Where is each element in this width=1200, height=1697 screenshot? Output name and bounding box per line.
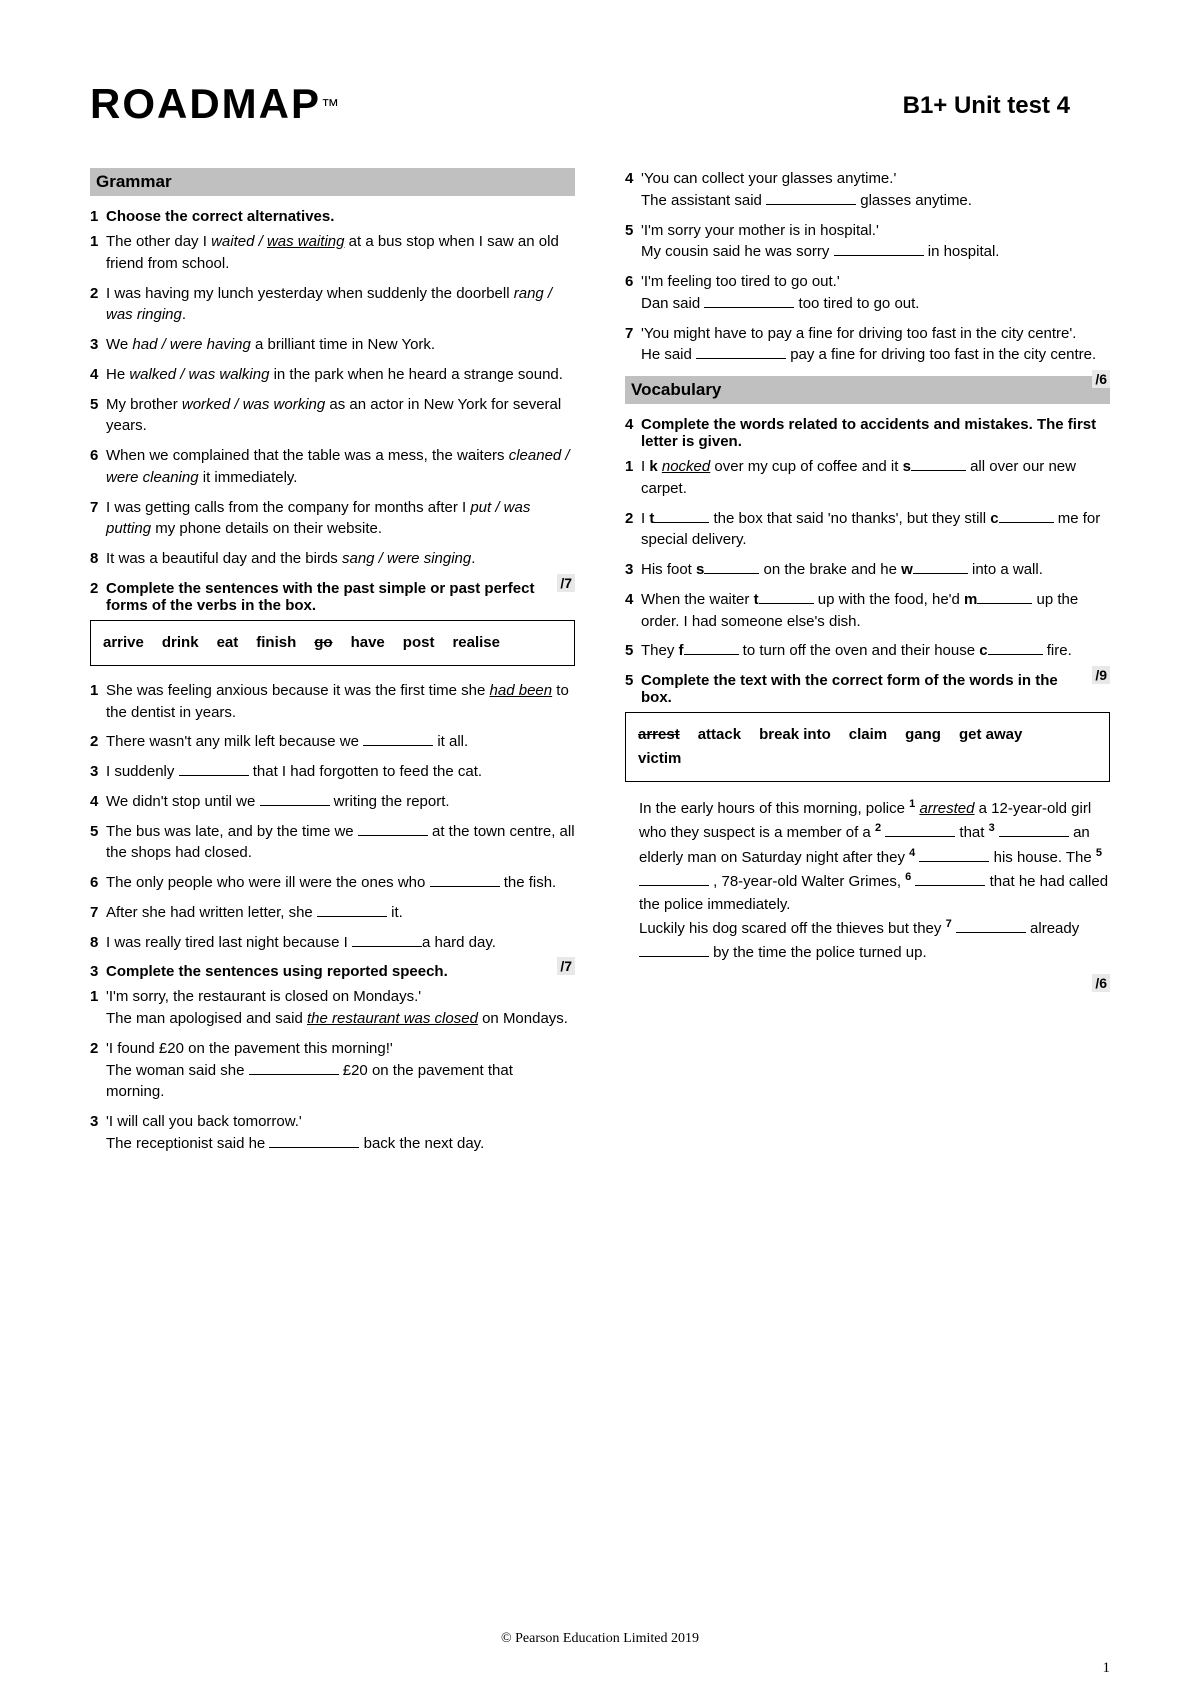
right-column: 4'You can collect your glasses anytime.'… — [625, 168, 1110, 1163]
grammar-header: Grammar — [90, 168, 575, 196]
page-number: 1 — [1103, 1660, 1111, 1677]
ex1-item: 2I was having my lunch yesterday when su… — [90, 283, 575, 327]
left-column: Grammar 1Choose the correct alternatives… — [90, 168, 575, 1163]
ex5-paragraph: In the early hours of this morning, poli… — [625, 796, 1110, 964]
ex3-score: /6 — [1092, 370, 1110, 388]
ex2-item: 4We didn't stop until we writing the rep… — [90, 791, 575, 813]
ex1-items: 1The other day I waited / was waiting at… — [90, 231, 575, 570]
unit-title: B1+ Unit test 4 — [903, 92, 1070, 120]
ex3-item: 6'I'm feeling too tired to go out.'Dan s… — [625, 271, 1110, 315]
ex3-item: 3'I will call you back tomorrow.'The rec… — [90, 1111, 575, 1155]
ex3-item: 2'I found £20 on the pavement this morni… — [90, 1038, 575, 1103]
ex4-instruction: 4Complete the words related to accidents… — [625, 416, 1110, 450]
ex3-item: 1'I'm sorry, the restaurant is closed on… — [90, 986, 575, 1030]
ex1-item: 6When we complained that the table was a… — [90, 445, 575, 489]
ex1-item: 3We had / were having a brilliant time i… — [90, 334, 575, 356]
ex4-item: 5They f to turn off the oven and their h… — [625, 640, 1110, 662]
ex2-item: 1She was feeling anxious because it was … — [90, 680, 575, 724]
tm: ™ — [321, 96, 339, 116]
ex2-item: 7After she had written letter, she it. — [90, 902, 575, 924]
ex1-item: 8It was a beautiful day and the birds sa… — [90, 548, 575, 570]
ex4-item: 1I k nocked over my cup of coffee and it… — [625, 456, 1110, 500]
ex3-item: 7'You might have to pay a fine for drivi… — [625, 323, 1110, 367]
ex3-item: 5'I'm sorry your mother is in hospital.'… — [625, 220, 1110, 264]
ex3-instruction: 3Complete the sentences using reported s… — [90, 963, 557, 980]
ex2-item: 2There wasn't any milk left because we i… — [90, 731, 575, 753]
ex4-item: 4When the waiter t up with the food, he'… — [625, 589, 1110, 633]
logo-text: ROADMAP — [90, 80, 321, 127]
ex1-score: /7 — [557, 574, 575, 592]
ex2-instruction: 2Complete the sentences with the past si… — [90, 580, 557, 614]
ex2-item: 3I suddenly that I had forgotten to feed… — [90, 761, 575, 783]
ex1-item: 7I was getting calls from the company fo… — [90, 497, 575, 541]
ex3-items-right: 4'You can collect your glasses anytime.'… — [625, 168, 1110, 366]
footer: © Pearson Education Limited 2019 — [0, 1631, 1200, 1647]
ex1-instruction: 1Choose the correct alternatives. — [90, 208, 575, 225]
logo: ROADMAP™ — [90, 80, 339, 128]
header: ROADMAP™ B1+ Unit test 4 — [90, 80, 1110, 128]
ex2-wordbox: arrivedrinkeatfinishgohavepostrealise — [90, 620, 575, 666]
ex4-score: /9 — [1092, 666, 1110, 684]
ex2-items: 1She was feeling anxious because it was … — [90, 680, 575, 954]
content-columns: Grammar 1Choose the correct alternatives… — [90, 168, 1110, 1163]
ex2-item: 8I was really tired last night because I… — [90, 932, 575, 954]
ex1-item: 1The other day I waited / was waiting at… — [90, 231, 575, 275]
ex4-item: 2I t the box that said 'no thanks', but … — [625, 508, 1110, 552]
ex2-item: 6The only people who were ill were the o… — [90, 872, 575, 894]
ex5-instruction: 5Complete the text with the correct form… — [625, 672, 1092, 706]
vocabulary-header: Vocabulary — [625, 376, 1110, 404]
ex4-item: 3His foot s on the brake and he w into a… — [625, 559, 1110, 581]
ex5-wordbox: arrestattackbreak intoclaimgangget awayv… — [625, 712, 1110, 782]
ex3-items-left: 1'I'm sorry, the restaurant is closed on… — [90, 986, 575, 1154]
ex3-item: 4'You can collect your glasses anytime.'… — [625, 168, 1110, 212]
ex1-item: 5My brother worked / was working as an a… — [90, 394, 575, 438]
ex2-item: 5The bus was late, and by the time we at… — [90, 821, 575, 865]
ex5-score: /6 — [1092, 974, 1110, 992]
ex2-score: /7 — [557, 957, 575, 975]
ex4-items: 1I k nocked over my cup of coffee and it… — [625, 456, 1110, 662]
ex1-item: 4He walked / was walking in the park whe… — [90, 364, 575, 386]
